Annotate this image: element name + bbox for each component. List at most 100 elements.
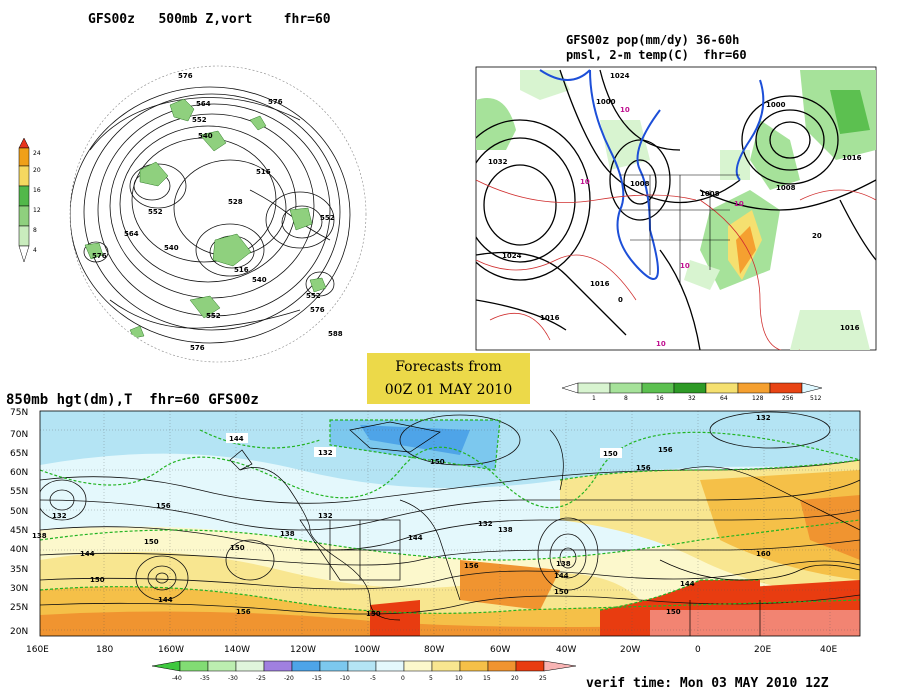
svg-text:144: 144 — [80, 550, 95, 558]
svg-text:16: 16 — [656, 395, 664, 402]
svg-text:1024: 1024 — [502, 252, 522, 260]
svg-text:70N: 70N — [10, 430, 28, 440]
svg-text:156: 156 — [236, 608, 251, 616]
svg-text:-35: -35 — [200, 675, 210, 682]
svg-text:144: 144 — [229, 435, 244, 443]
svg-text:256: 256 — [782, 395, 794, 402]
svg-text:588: 588 — [328, 330, 343, 338]
svg-text:60W: 60W — [490, 645, 510, 655]
svg-text:0: 0 — [401, 675, 405, 682]
svg-text:576: 576 — [92, 252, 107, 260]
svg-text:1: 1 — [592, 395, 596, 402]
svg-text:50N: 50N — [10, 507, 28, 517]
svg-text:138: 138 — [498, 526, 513, 534]
svg-text:576: 576 — [268, 98, 283, 106]
svg-text:150: 150 — [666, 608, 681, 616]
svg-text:138: 138 — [280, 530, 295, 538]
svg-text:45N: 45N — [10, 526, 28, 536]
svg-text:1000: 1000 — [766, 101, 786, 109]
svg-text:564: 564 — [124, 230, 139, 238]
svg-text:55N: 55N — [10, 487, 28, 497]
svg-text:150: 150 — [144, 538, 159, 546]
svg-text:540: 540 — [164, 244, 179, 252]
svg-text:4: 4 — [33, 247, 37, 254]
svg-text:-10: -10 — [340, 675, 350, 682]
svg-text:150: 150 — [230, 544, 245, 552]
svg-text:25N: 25N — [10, 603, 28, 613]
svg-text:32: 32 — [688, 395, 696, 402]
svg-text:150: 150 — [366, 610, 381, 618]
pop-title: GFS00z pop(mm/dy) 36-60h pmsl, 2-m temp(… — [566, 33, 747, 63]
svg-text:75N: 75N — [10, 408, 28, 418]
svg-text:540: 540 — [198, 132, 213, 140]
svg-text:80W: 80W — [424, 645, 444, 655]
svg-text:10: 10 — [620, 106, 630, 114]
svg-text:160W: 160W — [158, 645, 184, 655]
svg-text:512: 512 — [810, 395, 822, 402]
svg-text:0: 0 — [695, 645, 701, 655]
850mb-title: 850mb hgt(dm),T fhr=60 GFS00z — [6, 392, 259, 408]
svg-text:35N: 35N — [10, 565, 28, 575]
svg-text:20: 20 — [33, 167, 41, 174]
svg-text:25: 25 — [539, 675, 547, 682]
svg-text:1016: 1016 — [540, 314, 560, 322]
svg-text:64: 64 — [720, 395, 728, 402]
svg-text:144: 144 — [680, 580, 695, 588]
svg-text:552: 552 — [206, 312, 221, 320]
svg-text:1000: 1000 — [596, 98, 616, 106]
svg-text:10: 10 — [455, 675, 463, 682]
svg-text:1032: 1032 — [488, 158, 508, 166]
svg-text:150: 150 — [554, 588, 569, 596]
svg-text:156: 156 — [156, 502, 171, 510]
svg-text:156: 156 — [658, 446, 673, 454]
svg-text:160E: 160E — [26, 645, 49, 655]
svg-text:1016: 1016 — [840, 324, 860, 332]
svg-text:10: 10 — [580, 178, 590, 186]
svg-text:100W: 100W — [354, 645, 380, 655]
svg-text:15: 15 — [483, 675, 491, 682]
forecast-banner-line1: Forecasts from — [395, 359, 502, 375]
svg-text:-5: -5 — [370, 675, 376, 682]
svg-text:16: 16 — [33, 187, 41, 194]
longitude-axis: 160E 180 160W 140W 120W 100W 80W 60W 40W… — [26, 645, 837, 655]
svg-text:-40: -40 — [172, 675, 182, 682]
svg-text:40W: 40W — [556, 645, 576, 655]
svg-text:40E: 40E — [820, 645, 837, 655]
svg-text:12: 12 — [33, 207, 41, 214]
svg-text:144: 144 — [554, 572, 569, 580]
svg-text:1008: 1008 — [776, 184, 796, 192]
svg-text:132: 132 — [318, 512, 333, 520]
svg-text:540: 540 — [252, 276, 267, 284]
svg-text:20: 20 — [511, 675, 519, 682]
svg-text:160: 160 — [756, 550, 771, 558]
svg-text:552: 552 — [306, 292, 321, 300]
svg-text:144: 144 — [158, 596, 173, 604]
forecast-banner-line2: 00Z 01 MAY 2010 — [384, 382, 513, 398]
svg-text:576: 576 — [178, 72, 193, 80]
svg-text:552: 552 — [148, 208, 163, 216]
temperature-legend: -40 -35 -30 -25 -20 -15 -10 -5 0 5 10 15… — [151, 660, 577, 682]
svg-text:65N: 65N — [10, 449, 28, 459]
850mb-contour-labels: 144 132 150 156 132 138 144 150 156 132 … — [32, 414, 771, 618]
svg-text:-20: -20 — [284, 675, 294, 682]
svg-text:20: 20 — [812, 232, 822, 240]
pop-legend: 1 8 16 32 64 128 256 512 — [561, 382, 823, 402]
svg-text:10: 10 — [656, 340, 666, 348]
verif-time: verif time: Mon 03 MAY 2010 12Z — [586, 676, 829, 691]
svg-text:8: 8 — [624, 395, 628, 402]
svg-text:20N: 20N — [10, 627, 28, 637]
svg-text:10: 10 — [680, 262, 690, 270]
svg-text:-25: -25 — [256, 675, 266, 682]
polar-500mb-panel: 576 564 552 540 528 516 552 576 588 576 … — [18, 65, 367, 363]
svg-text:528: 528 — [228, 198, 243, 206]
pop-title-line1: GFS00z pop(mm/dy) 36-60h — [566, 33, 740, 47]
svg-text:140W: 140W — [224, 645, 250, 655]
svg-text:20E: 20E — [754, 645, 771, 655]
svg-text:8: 8 — [33, 227, 37, 234]
svg-text:564: 564 — [196, 100, 211, 108]
svg-text:576: 576 — [310, 306, 325, 314]
latitude-axis: 75N 70N 65N 60N 55N 50N 45N 40N 35N 30N … — [10, 408, 28, 637]
forecast-banner: Forecasts from 00Z 01 MAY 2010 — [367, 353, 530, 404]
svg-text:132: 132 — [318, 449, 333, 457]
850mb-panel: 144 132 150 156 132 138 144 150 156 132 … — [10, 408, 861, 682]
